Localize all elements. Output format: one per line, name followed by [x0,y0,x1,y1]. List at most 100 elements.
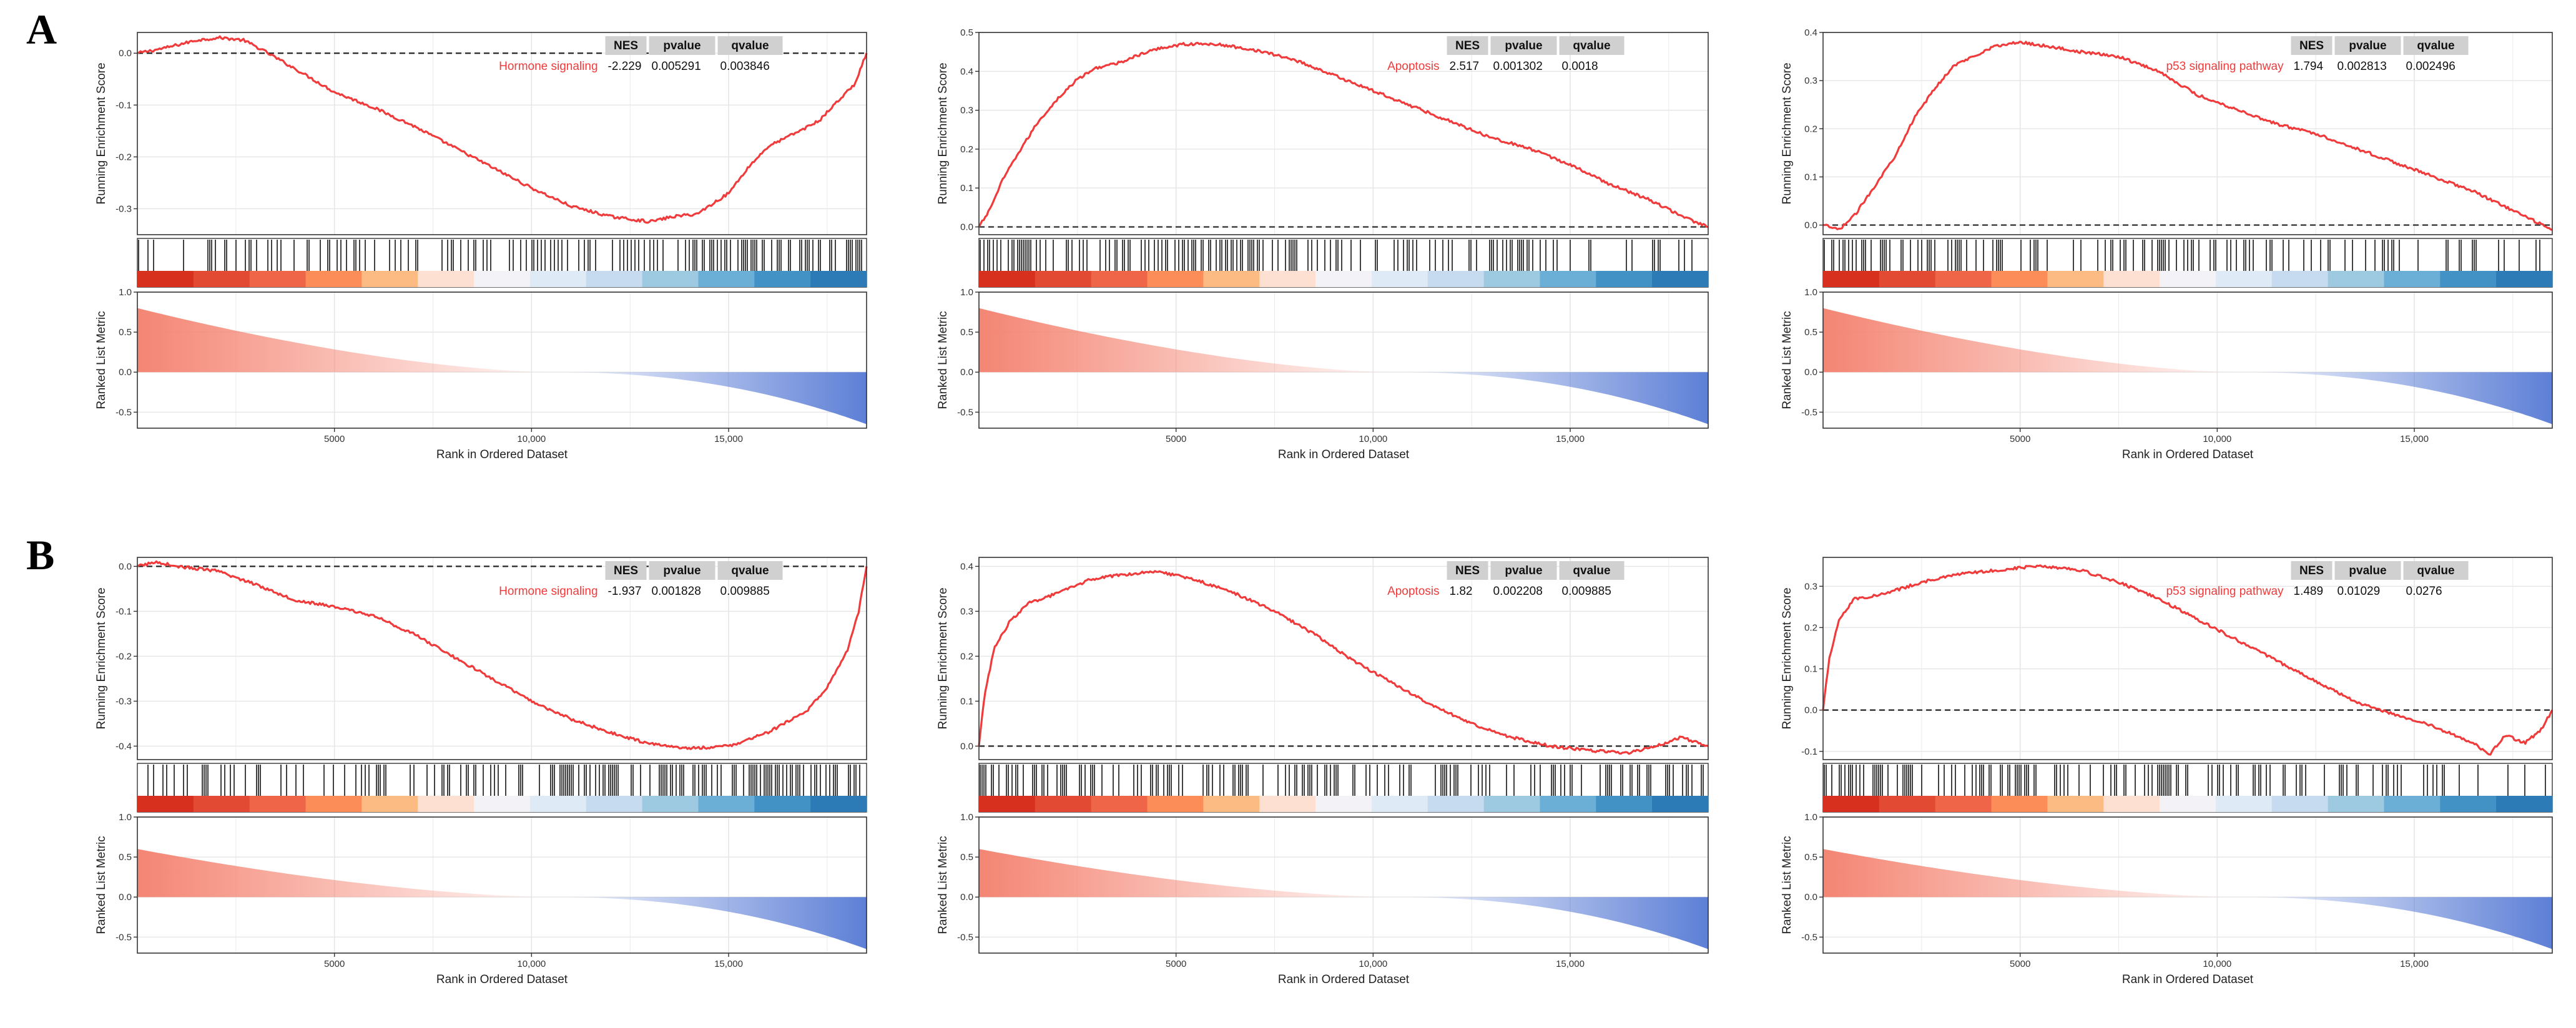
table-value-qvalue: 0.003846 [720,60,770,73]
heatmap-segment [1879,796,1936,812]
heatmap-segment [1315,271,1372,287]
table-value-pvalue: 0.01029 [2338,585,2381,598]
heatmap-segment [1259,796,1316,812]
heatmap-segment [1147,271,1204,287]
pathway-label: p53 signaling pathway [2166,585,2284,598]
heatmap-segment [1035,271,1092,287]
pathway-label: Hormone signaling [499,585,597,598]
table-header-nes: NES [1455,564,1480,577]
rank-axis-title: Rank in Ordered Dataset [2122,448,2254,461]
heatmap-segment [2496,796,2553,812]
rank-tick-label: 15,000 [714,959,743,969]
es-panel-frame [978,557,1709,760]
rank-axis-title: Rank in Ordered Dataset [1278,448,1410,461]
heatmap-segment [1427,271,1485,287]
heatmap-segment [1991,271,2048,287]
rank-tick-label: 5000 [324,434,345,444]
table-value-qvalue: 0.0018 [1562,60,1598,73]
table-header-qvalue: qvalue [731,39,769,52]
gsea-plot-5: 0.0 0.1 0.2 0.3 0.4 Running Enrichment Score N… [937,557,1709,986]
metric-tick-label: 0.0 [1804,892,1817,903]
heatmap-segment [529,271,587,287]
table-header-cell [1490,561,1557,580]
heatmap-segment [305,271,362,287]
metric-axis-title: Ranked List Metric [1781,836,1794,934]
es-panel-background [979,32,1708,235]
es-tick-label: -0.1 [116,100,132,110]
es-tick-label: -0.1 [1801,747,1817,757]
rank-tick-label: 10,000 [1359,434,1387,444]
heatmap-segment [698,796,755,812]
heatmap-segment [2328,796,2385,812]
heatmap-segment [1483,271,1541,287]
rank-tick-label: 5000 [324,959,345,969]
heatmap-segment [1203,796,1260,812]
es-tick-label: -0.3 [116,203,132,214]
es-tick-label: 0.1 [1804,664,1817,675]
heatmap-segment [2215,271,2273,287]
heatmap-segment [1652,796,1709,812]
heatmap-segment [2047,271,2104,287]
heatmap-segment [1203,271,1260,287]
es-tick-label: -0.2 [116,651,132,662]
table-header-cell [1490,36,1557,55]
heatmap-segment [1035,796,1092,812]
rank-tick-label: 5000 [2010,959,2030,969]
heatmap-segment [474,796,531,812]
gsea-plot-4: 0.0 -0.1 -0.2 -0.3 -0.4 Running Enrichment Sc… [95,557,868,986]
heatmap-segment [474,271,531,287]
es-tick-label: 0.1 [1804,172,1817,182]
table-header-qvalue: qvalue [2417,39,2454,52]
es-tick-label: -0.3 [116,696,132,707]
metric-tick-label: 0.0 [119,367,132,378]
heatmap-segment [2103,271,2160,287]
es-panel-background [137,557,867,760]
rank-tick-label: 10,000 [2203,434,2231,444]
es-tick-label: 0.5 [960,27,973,38]
heatmap-segment [249,271,307,287]
es-curve-line [978,570,1709,755]
metric-negative-area [1392,897,1708,949]
es-curve-line [978,41,1709,228]
es-tick-label: 0.1 [960,696,973,707]
metric-positive-area [137,849,551,898]
es-tick-label: 0.3 [960,606,973,617]
metric-positive-area [979,849,1393,898]
heatmap-segment [2047,796,2104,812]
metric-tick-label: -0.5 [1801,932,1817,942]
table-header-cell [649,561,715,580]
es-panel-background [137,32,867,235]
heatmap-segment [1823,796,1880,812]
rank-axis-title: Rank in Ordered Dataset [436,973,568,986]
es-tick-label: 0.0 [1804,705,1817,716]
metric-panel-frame [137,291,867,429]
table-header-cell [2334,36,2401,55]
table-header-pvalue: pvalue [663,564,701,577]
metric-axis-title: Ranked List Metric [937,311,950,409]
table-value-pvalue: 0.001828 [652,585,701,598]
rank-tick-label: 15,000 [714,434,743,444]
heatmap-segment [1147,796,1204,812]
heatmap-segment [642,796,699,812]
rank-tick-label: 10,000 [517,959,546,969]
metric-tick-label: -0.5 [116,932,132,942]
table-header-cell [605,36,647,55]
es-axis-title: Running Enrichment Score [1781,587,1794,729]
es-tick-label: 0.0 [1804,220,1817,231]
es-panel-frame [137,557,867,760]
heatmap-segment [1935,271,1992,287]
table-header-cell [2291,36,2333,55]
es-tick-label: 0.4 [1804,27,1817,38]
table-value-pvalue: 0.002813 [2338,60,2387,73]
heatmap-segment [1823,271,1880,287]
metric-axis-title: Ranked List Metric [95,836,108,934]
gsea-plot-6: 0.3 0.2 0.1 0.0 -0.1 Running Enrichment Score… [1781,557,2554,986]
es-tick-label: 0.1 [960,183,973,193]
heatmap-segment [193,271,250,287]
metric-axis-title: Ranked List Metric [95,311,108,409]
table-value-nes: -2.229 [608,60,642,73]
es-axis-title: Running Enrichment Score [937,587,950,729]
es-panel-frame [137,32,867,235]
heatmap-segment [2384,271,2441,287]
table-value-qvalue: 0.009885 [1562,585,1611,598]
